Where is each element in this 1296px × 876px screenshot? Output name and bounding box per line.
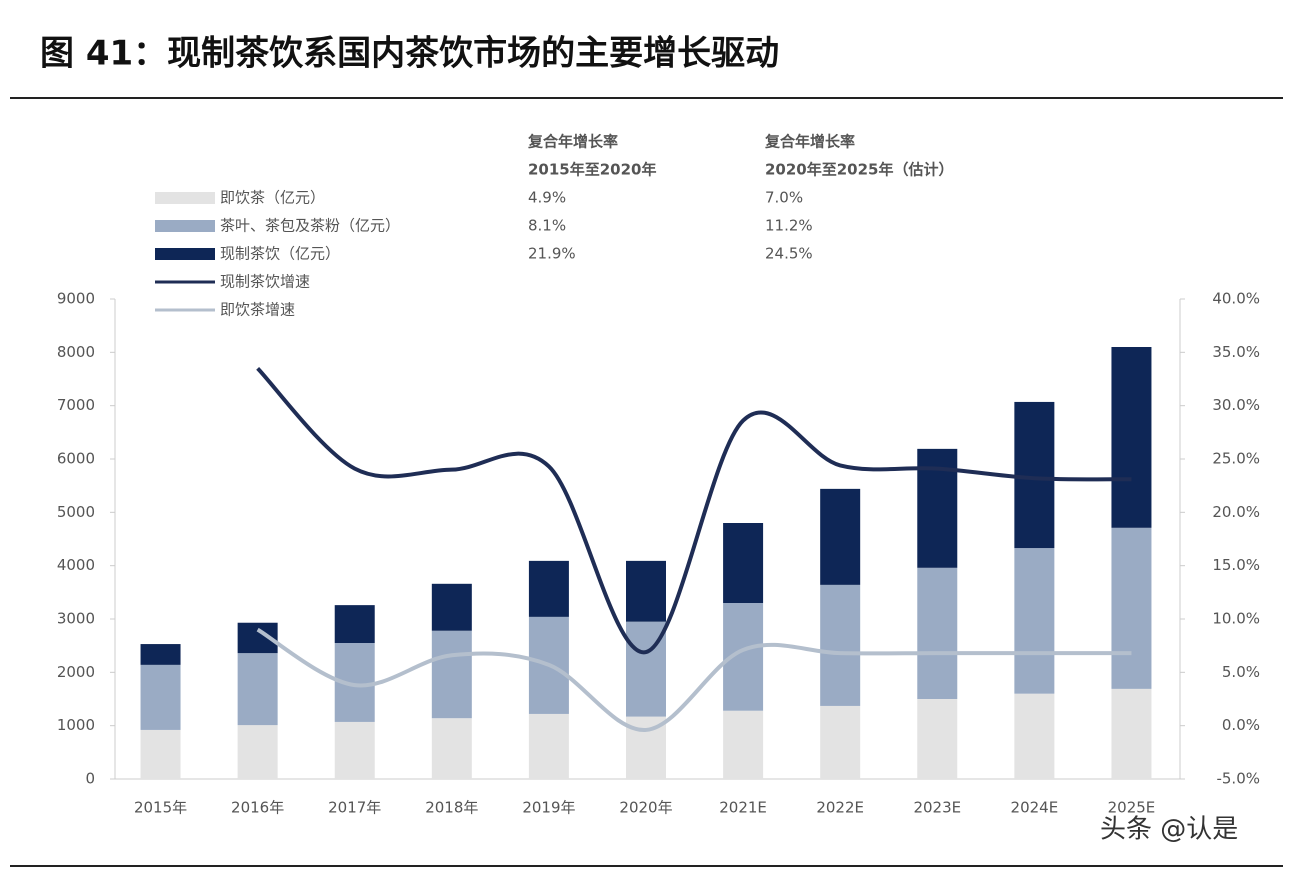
bar-segment (723, 523, 764, 603)
bar-segment (334, 721, 375, 779)
bar-segment (820, 584, 861, 706)
y2-tick-label: 25.0% (1212, 450, 1260, 468)
x-tick-label: 2019年 (522, 799, 575, 817)
cagr-value: 4.9% (528, 189, 566, 207)
y-tick-label: 9000 (57, 290, 95, 308)
x-tick-label: 2023E (913, 799, 961, 817)
x-tick-label: 2016年 (231, 799, 284, 817)
legend-label: 即饮茶（亿元） (220, 189, 325, 207)
bar-segment (431, 630, 472, 719)
y-tick-label: 1000 (57, 716, 95, 734)
y2-tick-label: 10.0% (1212, 610, 1260, 628)
bar-segment (820, 488, 861, 585)
y-tick-label: 5000 (57, 503, 95, 521)
bar-segment (1014, 548, 1055, 694)
legend-swatch (155, 248, 215, 260)
bar-segment (1014, 693, 1055, 779)
y-tick-label: 6000 (57, 450, 95, 468)
figure-title: 图 41：现制茶饮系国内茶饮市场的主要增长驱动 (40, 34, 779, 74)
legend-label: 即饮茶增速 (220, 301, 295, 319)
x-tick-label: 2020年 (619, 799, 672, 817)
x-tick-label: 2018年 (425, 799, 478, 817)
watermark: 头条 @认是 (1100, 815, 1238, 845)
y2-tick-label: 15.0% (1212, 556, 1260, 574)
bar-segment (334, 605, 375, 643)
y2-tick-label: 5.0% (1222, 663, 1260, 681)
y-tick-label: 3000 (57, 610, 95, 628)
y-tick-label: 7000 (57, 396, 95, 414)
bar-segment (723, 710, 764, 779)
y2-tick-label: 40.0% (1212, 290, 1260, 308)
bar-segment (917, 567, 958, 699)
x-tick-label: 2015年 (134, 799, 187, 817)
y-tick-label: 2000 (57, 663, 95, 681)
cagr-value: 8.1% (528, 217, 566, 235)
bar-segment (917, 699, 958, 779)
bar-segment (626, 560, 666, 622)
bar-segment (237, 653, 278, 726)
bar-segment (1111, 527, 1152, 689)
bar-segment (431, 583, 472, 631)
y-tick-label: 8000 (57, 343, 95, 361)
growth-line (256, 366, 1132, 655)
cagr-header: 2015年至2020年 (528, 161, 657, 179)
bar-segment (140, 664, 181, 730)
y2-tick-label: 30.0% (1212, 396, 1260, 414)
x-tick-label: 2025E (1108, 799, 1156, 817)
bar-segment (528, 560, 569, 617)
x-tick-label: 2017年 (328, 799, 381, 817)
bar-segment (820, 705, 861, 779)
cagr-value: 7.0% (765, 189, 803, 207)
y2-tick-label: 20.0% (1212, 503, 1260, 521)
legend-label: 现制茶饮增速 (220, 273, 310, 291)
x-tick-label: 2024E (1011, 799, 1059, 817)
legend-label: 茶叶、茶包及茶粉（亿元） (220, 217, 400, 235)
growth-line (256, 627, 1132, 732)
cagr-header: 复合年增长率 (764, 133, 855, 151)
cagr-header: 2020年至2025年（估计） (765, 161, 954, 179)
cagr-header: 复合年增长率 (527, 133, 618, 151)
y2-tick-label: 0.0% (1222, 716, 1260, 734)
bar-segment (1111, 688, 1152, 779)
y2-tick-label: 35.0% (1212, 343, 1260, 361)
legend-swatch (155, 220, 215, 232)
cagr-value: 11.2% (765, 217, 813, 235)
y-tick-label: 0 (85, 770, 95, 788)
bar-segment (237, 725, 278, 779)
legend-label: 现制茶饮（亿元） (220, 245, 340, 263)
bar-segment (1111, 347, 1152, 528)
x-tick-label: 2021E (719, 799, 767, 817)
x-tick-label: 2022E (816, 799, 864, 817)
bar-segment (140, 644, 181, 665)
y2-tick-label: -5.0% (1216, 770, 1260, 788)
cagr-value: 24.5% (765, 245, 813, 263)
legend-swatch (155, 192, 215, 204)
bar-segment (528, 713, 569, 779)
cagr-value: 21.9% (528, 245, 576, 263)
bar-segment (1014, 401, 1055, 549)
y-tick-label: 4000 (57, 556, 95, 574)
bar-segment (140, 729, 181, 779)
bar-segment (431, 718, 472, 779)
